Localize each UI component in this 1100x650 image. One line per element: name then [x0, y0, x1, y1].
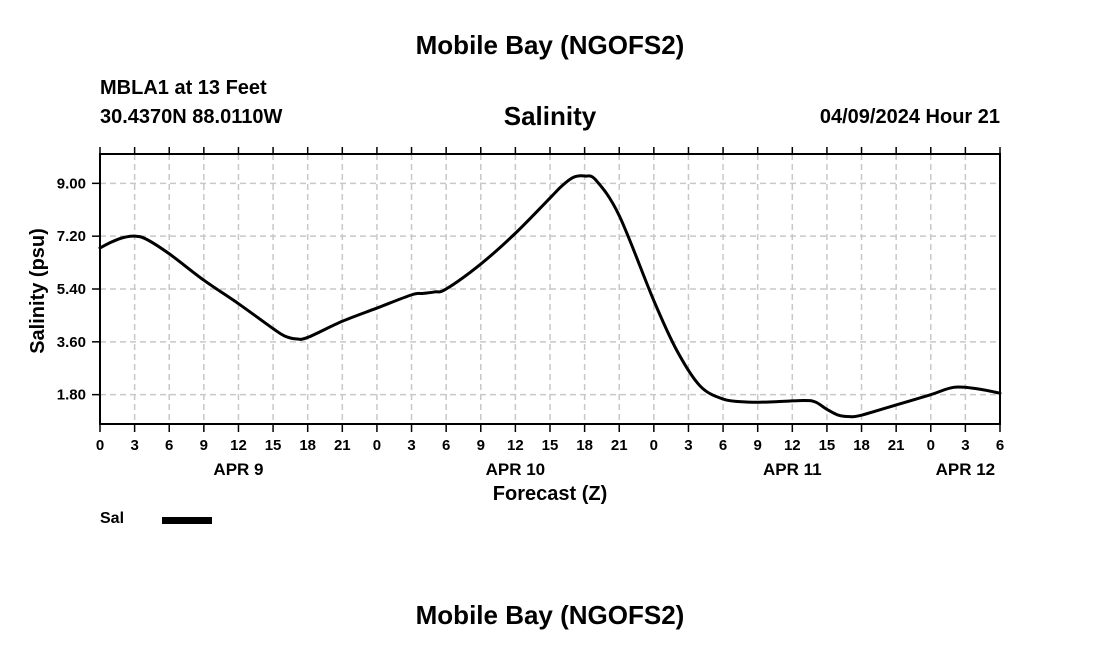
- variable-title: Salinity: [503, 101, 597, 131]
- footer-title: Mobile Bay (NGOFS2): [415, 600, 685, 630]
- x-tick-label: 12: [507, 437, 524, 454]
- x-tick-label: 18: [853, 437, 870, 454]
- x-tick-label: 0: [650, 437, 658, 454]
- x-tick-label: 21: [334, 437, 351, 454]
- x-tick-label: 18: [299, 437, 316, 454]
- x-tick-label: 0: [373, 437, 381, 454]
- x-tick-label: 12: [230, 437, 247, 454]
- station-label: MBLA1 at 13 Feet: [100, 77, 267, 99]
- series-line-sal: [98, 174, 1002, 419]
- legend-swatch: [162, 517, 212, 524]
- x-tick-label: 21: [611, 437, 628, 454]
- x-tick-label: 9: [200, 437, 208, 454]
- date-label: APR 12: [936, 460, 996, 479]
- y-tick-label: 9.00: [57, 175, 86, 192]
- x-tick-label: 12: [784, 437, 801, 454]
- x-tick-label: 3: [407, 437, 415, 454]
- y-tick-label: 5.40: [57, 281, 86, 298]
- coordinates-label: 30.4370N 88.0110W: [100, 106, 283, 128]
- x-tick-label: 15: [542, 437, 559, 454]
- x-tick-label: 6: [442, 437, 450, 454]
- x-tick-label: 6: [719, 437, 727, 454]
- x-tick-label: 18: [576, 437, 593, 454]
- x-tick-label: 3: [961, 437, 969, 454]
- y-tick-label: 7.20: [57, 228, 86, 245]
- y-axis-label: Salinity (psu): [27, 228, 49, 354]
- date-label: APR 10: [486, 460, 546, 479]
- page-title: Mobile Bay (NGOFS2): [415, 30, 685, 60]
- x-tick-label: 0: [96, 437, 104, 454]
- plot-frame: [99, 153, 1001, 425]
- x-axis-label: Forecast (Z): [493, 483, 607, 505]
- x-tick-label: 9: [754, 437, 762, 454]
- legend-label: Sal: [100, 510, 125, 527]
- x-tick-label: 6: [996, 437, 1004, 454]
- x-tick-label: 3: [684, 437, 692, 454]
- forecast-datetime: 04/09/2024 Hour 21: [819, 106, 1000, 128]
- date-label: APR 11: [763, 460, 822, 479]
- x-tick-label: 15: [265, 437, 282, 454]
- x-tick-label: 3: [130, 437, 138, 454]
- y-tick-label: 1.80: [57, 387, 86, 404]
- x-tick-label: 21: [888, 437, 905, 454]
- y-tick-label: 3.60: [57, 334, 86, 351]
- date-label: APR 9: [213, 460, 263, 479]
- x-tick-label: 15: [819, 437, 836, 454]
- x-tick-label: 0: [927, 437, 935, 454]
- x-tick-label: 9: [477, 437, 485, 454]
- x-tick-label: 6: [165, 437, 173, 454]
